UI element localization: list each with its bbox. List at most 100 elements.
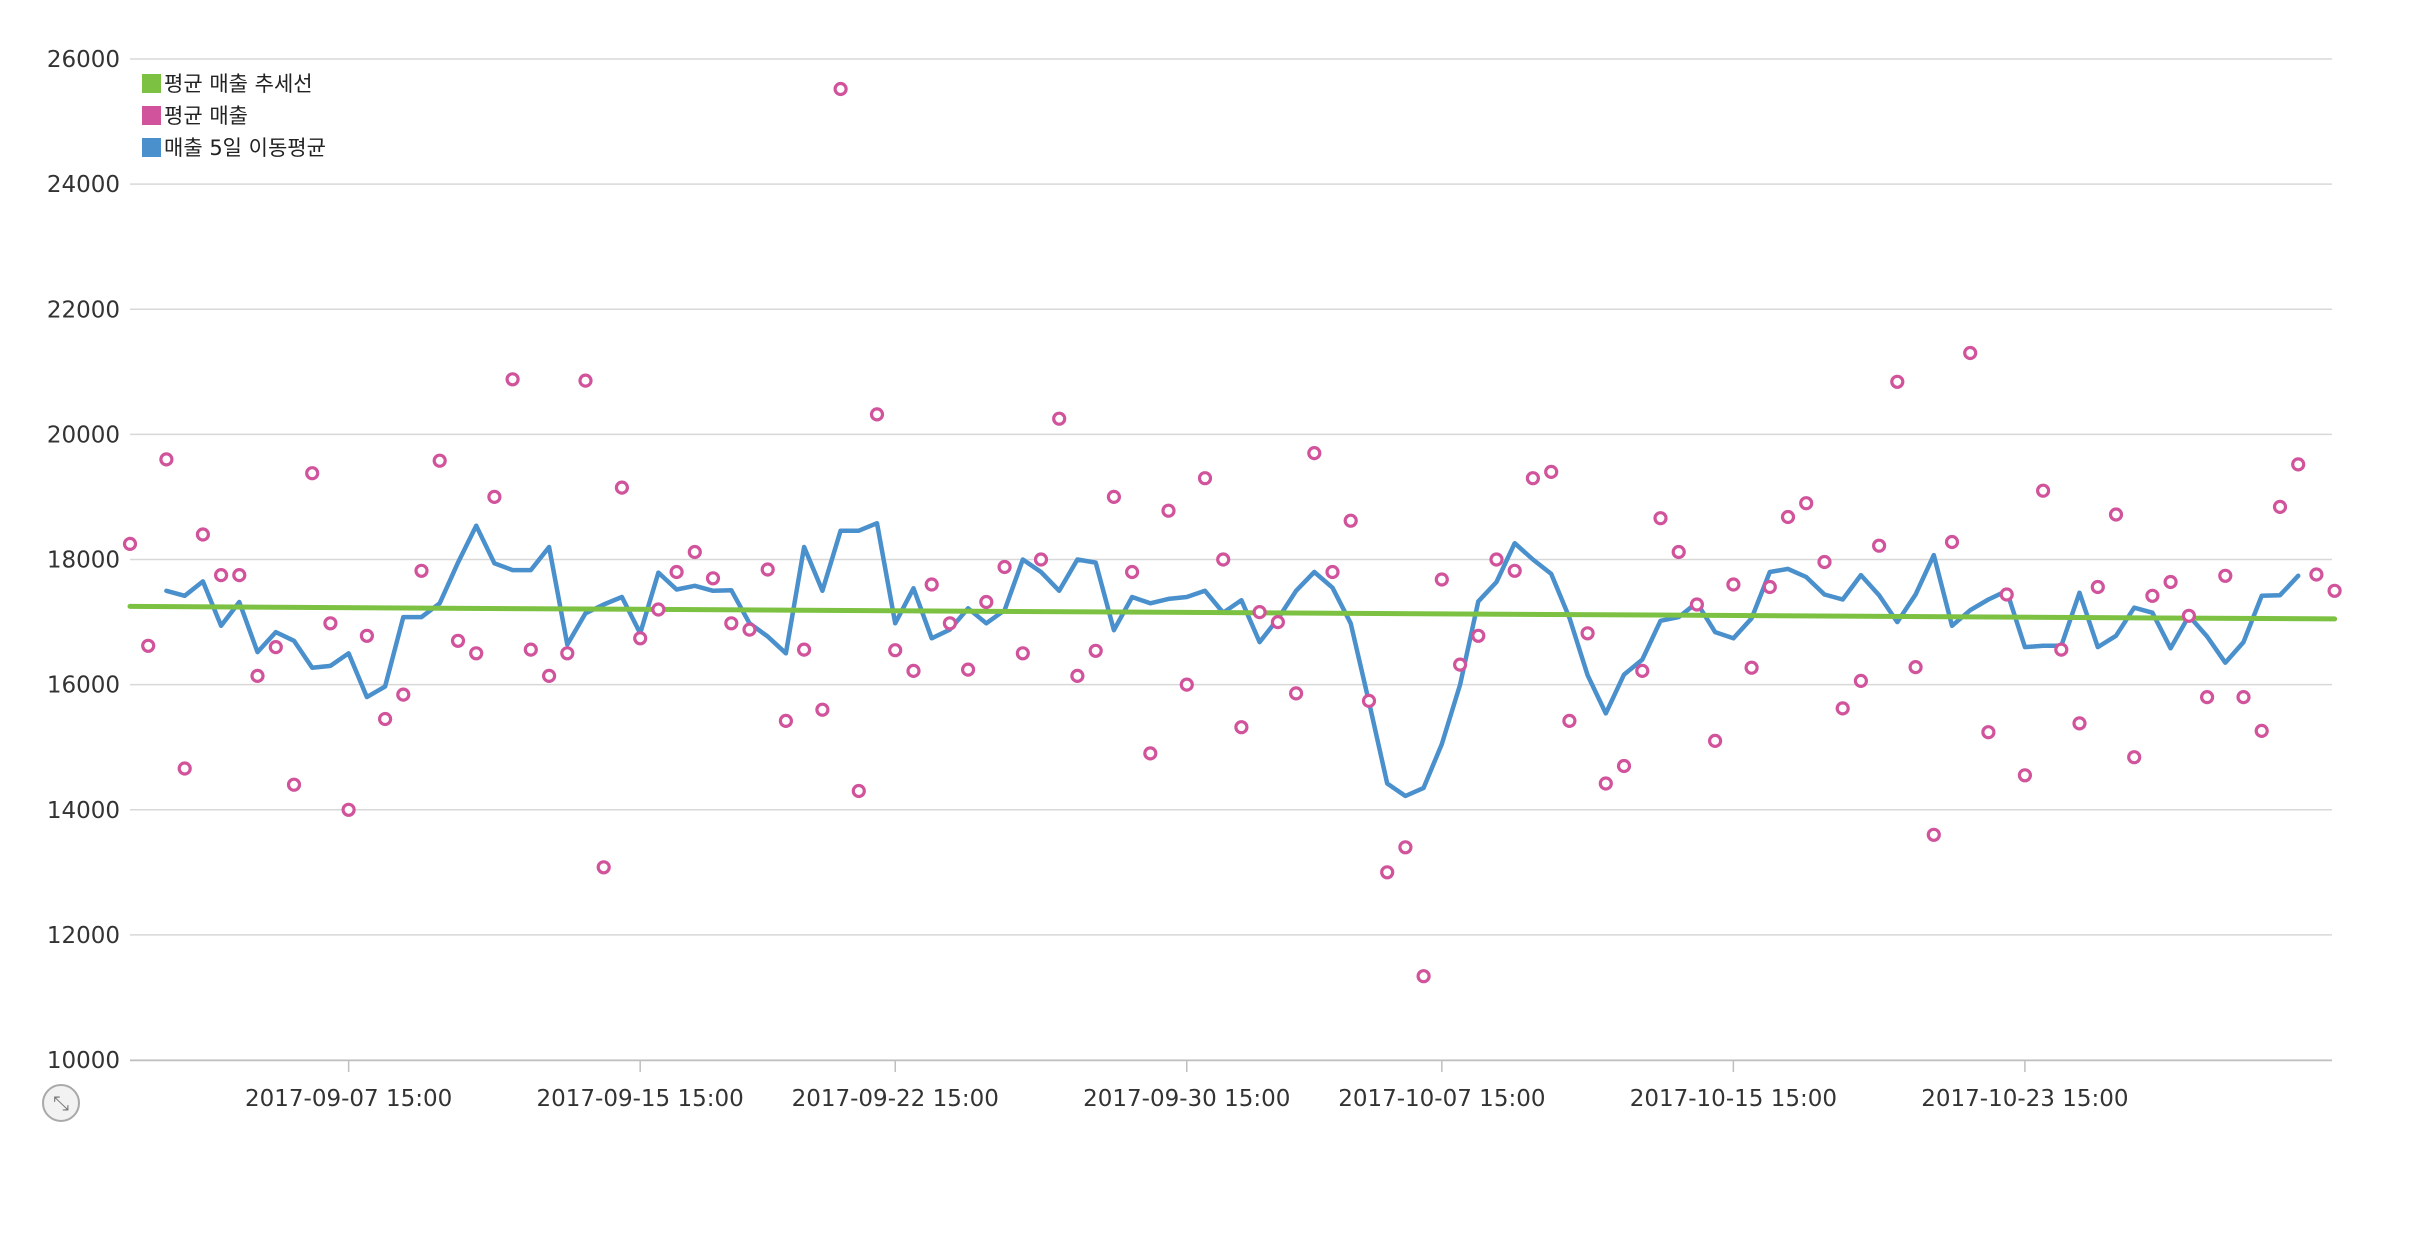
scatter-point[interactable] xyxy=(942,616,958,631)
scatter-point[interactable] xyxy=(1653,511,1668,526)
scatter-point[interactable] xyxy=(669,564,684,580)
scatter-point[interactable] xyxy=(1780,509,1796,525)
scatter-point[interactable] xyxy=(432,453,447,468)
scatter-point[interactable] xyxy=(1671,544,1686,560)
scatter-point[interactable] xyxy=(414,563,429,578)
scatter-point[interactable] xyxy=(1562,713,1577,729)
scatter-point[interactable] xyxy=(596,860,611,875)
scatter-point[interactable] xyxy=(323,616,338,631)
scatter-point[interactable] xyxy=(305,466,320,481)
scatter-point[interactable] xyxy=(1361,693,1377,709)
scatter-point[interactable] xyxy=(1143,746,1158,761)
scatter-point[interactable] xyxy=(1817,554,1832,570)
scatter-point[interactable] xyxy=(1744,660,1759,675)
scatter-point[interactable] xyxy=(1890,374,1905,389)
scatter-point[interactable] xyxy=(1380,865,1395,880)
scatter-point[interactable] xyxy=(1307,446,1322,461)
scatter-point[interactable] xyxy=(1197,471,1213,486)
legend-item-average-sales[interactable]: 평균 매출 xyxy=(142,104,248,128)
scatter-point[interactable] xyxy=(2327,583,2342,598)
scatter-point[interactable] xyxy=(2017,768,2033,783)
scatter-point[interactable] xyxy=(1762,579,1777,595)
scatter-point[interactable] xyxy=(2163,574,2178,590)
scatter-point[interactable] xyxy=(1216,552,1231,567)
scatter-point[interactable] xyxy=(924,577,939,592)
scatter-point[interactable] xyxy=(1726,577,1741,592)
scatter-point[interactable] xyxy=(1070,668,1085,684)
scatter-point[interactable] xyxy=(1926,827,1941,842)
scatter-point[interactable] xyxy=(705,571,721,586)
scatter-point[interactable] xyxy=(2200,689,2215,705)
scatter-point[interactable] xyxy=(505,372,520,387)
scatter-point[interactable] xyxy=(177,761,192,776)
scatter-point[interactable] xyxy=(1908,659,1923,675)
scatter-point[interactable] xyxy=(1452,657,1468,672)
scatter-point[interactable] xyxy=(1580,626,1595,641)
scatter-point[interactable] xyxy=(742,622,757,637)
scatter-point[interactable] xyxy=(1033,552,1049,567)
scatter-point[interactable] xyxy=(2254,723,2269,739)
scatter-point[interactable] xyxy=(1598,776,1613,791)
scatter-point[interactable] xyxy=(1853,673,1869,689)
scatter-point[interactable] xyxy=(141,638,156,653)
scatter-point[interactable] xyxy=(760,562,775,577)
scatter-point[interactable] xyxy=(2272,499,2288,514)
scatter-point[interactable] xyxy=(1234,720,1249,735)
scatter-point[interactable] xyxy=(1398,840,1413,855)
scatter-point[interactable] xyxy=(286,777,302,792)
scatter-point[interactable] xyxy=(2108,507,2124,522)
scatter-point[interactable] xyxy=(1616,758,1632,774)
scatter-point[interactable] xyxy=(1052,411,1067,426)
scatter-point[interactable] xyxy=(487,489,502,504)
scatter-point[interactable] xyxy=(651,602,666,617)
scatter-point[interactable] xyxy=(906,663,921,679)
scatter-point[interactable] xyxy=(614,480,630,495)
scatter-point[interactable] xyxy=(232,567,247,583)
scatter-point[interactable] xyxy=(1507,563,1522,578)
scatter-point[interactable] xyxy=(1416,969,1431,984)
scatter-point[interactable] xyxy=(2035,483,2051,498)
scatter-point[interactable] xyxy=(396,687,411,702)
scatter-point[interactable] xyxy=(2054,642,2069,657)
scatter-point[interactable] xyxy=(2090,579,2105,595)
scatter-point[interactable] xyxy=(2181,608,2196,623)
scatter-point[interactable] xyxy=(1088,643,1103,658)
scatter-point[interactable] xyxy=(2309,567,2324,582)
scatter-point[interactable] xyxy=(578,373,593,388)
scatter-point[interactable] xyxy=(2145,588,2160,603)
scatter-point[interactable] xyxy=(1288,686,1304,701)
scatter-point[interactable] xyxy=(851,783,866,799)
scatter-point[interactable] xyxy=(195,527,210,542)
scatter-point[interactable] xyxy=(1434,572,1449,587)
scatter-point[interactable] xyxy=(2072,716,2087,731)
scatter-point[interactable] xyxy=(833,81,848,97)
scatter-point[interactable] xyxy=(1707,733,1723,749)
scatter-point[interactable] xyxy=(378,711,393,727)
scatter-point[interactable] xyxy=(869,407,885,422)
scatter-point[interactable] xyxy=(1489,552,1504,567)
scatter-point[interactable] xyxy=(450,633,466,648)
zoom-reset-button[interactable]: ⤡ xyxy=(42,1084,80,1122)
scatter-point[interactable] xyxy=(1689,597,1705,612)
scatter-point[interactable] xyxy=(1471,628,1486,643)
scatter-point[interactable] xyxy=(778,713,794,729)
scatter-point[interactable] xyxy=(268,639,283,655)
legend-item-trend[interactable]: 평균 매출 추세선 xyxy=(142,72,313,96)
scatter-point[interactable] xyxy=(159,452,174,467)
scatter-point[interactable] xyxy=(1325,564,1340,580)
scatter-point[interactable] xyxy=(2291,457,2306,472)
scatter-point[interactable] xyxy=(1179,677,1194,692)
scatter-point[interactable] xyxy=(560,646,575,661)
scatter-point[interactable] xyxy=(796,642,812,657)
scatter-point[interactable] xyxy=(359,628,374,643)
scatter-point[interactable] xyxy=(997,559,1012,575)
scatter-point[interactable] xyxy=(687,544,702,560)
scatter-point[interactable] xyxy=(1161,503,1176,518)
scatter-point[interactable] xyxy=(1015,646,1030,661)
scatter-point[interactable] xyxy=(1124,564,1140,580)
scatter-point[interactable] xyxy=(469,646,484,661)
scatter-point[interactable] xyxy=(1963,345,1978,361)
scatter-point[interactable] xyxy=(2127,750,2142,765)
scatter-point[interactable] xyxy=(1799,496,1814,511)
scatter-point[interactable] xyxy=(1544,464,1559,479)
